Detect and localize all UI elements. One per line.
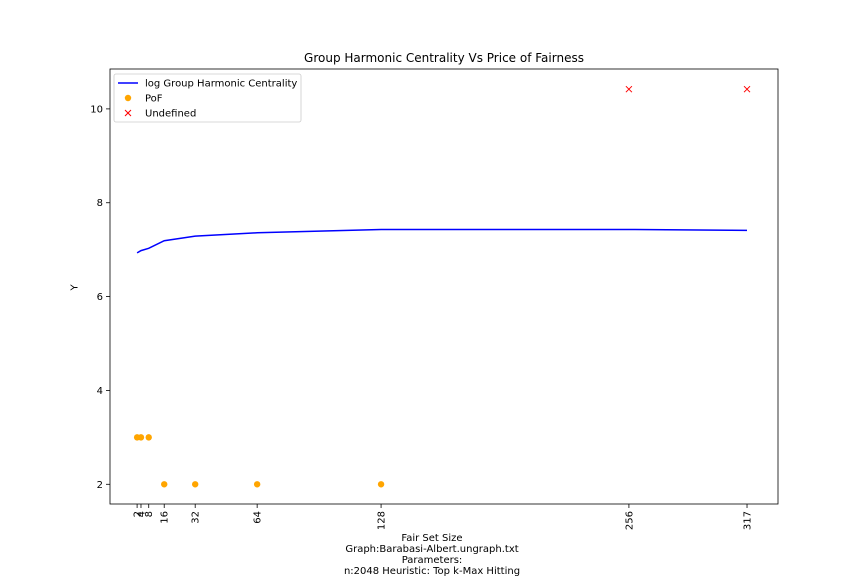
legend-label: PoF — [145, 94, 163, 105]
pof-point — [191, 481, 199, 488]
x-axis-label: Fair Set Size — [401, 533, 463, 544]
legend-swatch-circle — [124, 94, 132, 102]
pof-point — [377, 481, 385, 488]
x-tick-label: 4 — [136, 511, 147, 517]
undefined-marker-stroke — [625, 85, 633, 93]
caption-parameters: Parameters: — [401, 555, 463, 566]
series-line-log-group-harmonic-centrality — [136, 228, 748, 254]
y-tick-label: 10 — [90, 104, 103, 115]
legend-box — [113, 73, 302, 123]
caption-settings: n:2048 Heuristic: Top k-Max Hitting — [343, 566, 521, 577]
pof-point — [161, 481, 168, 488]
legend-swatch-x — [124, 109, 132, 117]
x-tick-label: 2 — [133, 511, 144, 517]
x-tick-label: 64 — [253, 511, 264, 524]
x-tick-label: 317 — [743, 511, 754, 530]
undefined-point — [743, 85, 751, 93]
undefined-point — [625, 85, 633, 93]
caption-graph: Graph:Barabasi-Albert.ungraph.txt — [345, 544, 519, 555]
undefined-marker-stroke — [743, 85, 751, 93]
y-tick-label: 2 — [97, 480, 103, 491]
chart-title: Group Harmonic Centrality Vs Price of Fa… — [304, 51, 584, 65]
series-layer — [133, 85, 751, 488]
x-tick-label: 16 — [160, 511, 171, 524]
legend-label: Undefined — [145, 109, 196, 120]
pof-point — [137, 434, 145, 441]
y-tick-label: 8 — [97, 198, 103, 209]
y-tick-label: 6 — [97, 292, 103, 303]
x-tick-label: 8 — [144, 511, 155, 517]
y-axis-label: Y — [69, 284, 81, 291]
x-tick-label: 128 — [377, 511, 388, 530]
pof-point — [145, 434, 152, 441]
y-tick-label: 4 — [97, 386, 103, 397]
pof-point — [253, 481, 261, 488]
y-axis: 2 4 6 8 10 — [90, 104, 110, 491]
plot-area — [109, 68, 779, 505]
legend: log Group Harmonic Centrality PoF Undefine… — [113, 73, 302, 123]
x-axis: 248 16 32 64 128 256 317 — [133, 504, 754, 530]
x-tick-label: 32 — [191, 511, 202, 524]
legend-label: log Group Harmonic Centrality — [145, 79, 297, 90]
x-tick-label: 256 — [624, 511, 635, 530]
